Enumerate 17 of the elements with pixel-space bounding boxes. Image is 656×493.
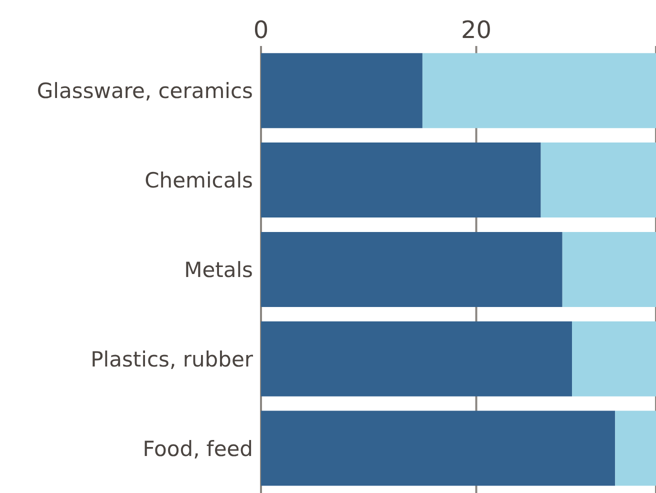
y-tick-label: Chemicals (144, 168, 253, 193)
bar (615, 410, 656, 486)
bar (261, 142, 541, 218)
x-tick-label: 0 (253, 16, 269, 44)
bar (261, 321, 572, 396)
y-tick-label: Food, feed (142, 436, 253, 461)
bar (261, 232, 562, 307)
bar (422, 53, 656, 128)
y-tick-label: Glassware, ceramics (36, 79, 253, 104)
y-tick-label: Metals (184, 258, 253, 282)
y-tick-label: Plastics, rubber (90, 347, 254, 372)
bar (562, 232, 656, 307)
bar (261, 410, 616, 486)
bar (572, 321, 656, 396)
bar (261, 53, 422, 128)
x-tick-label: 20 (460, 16, 492, 44)
bar (540, 142, 656, 218)
